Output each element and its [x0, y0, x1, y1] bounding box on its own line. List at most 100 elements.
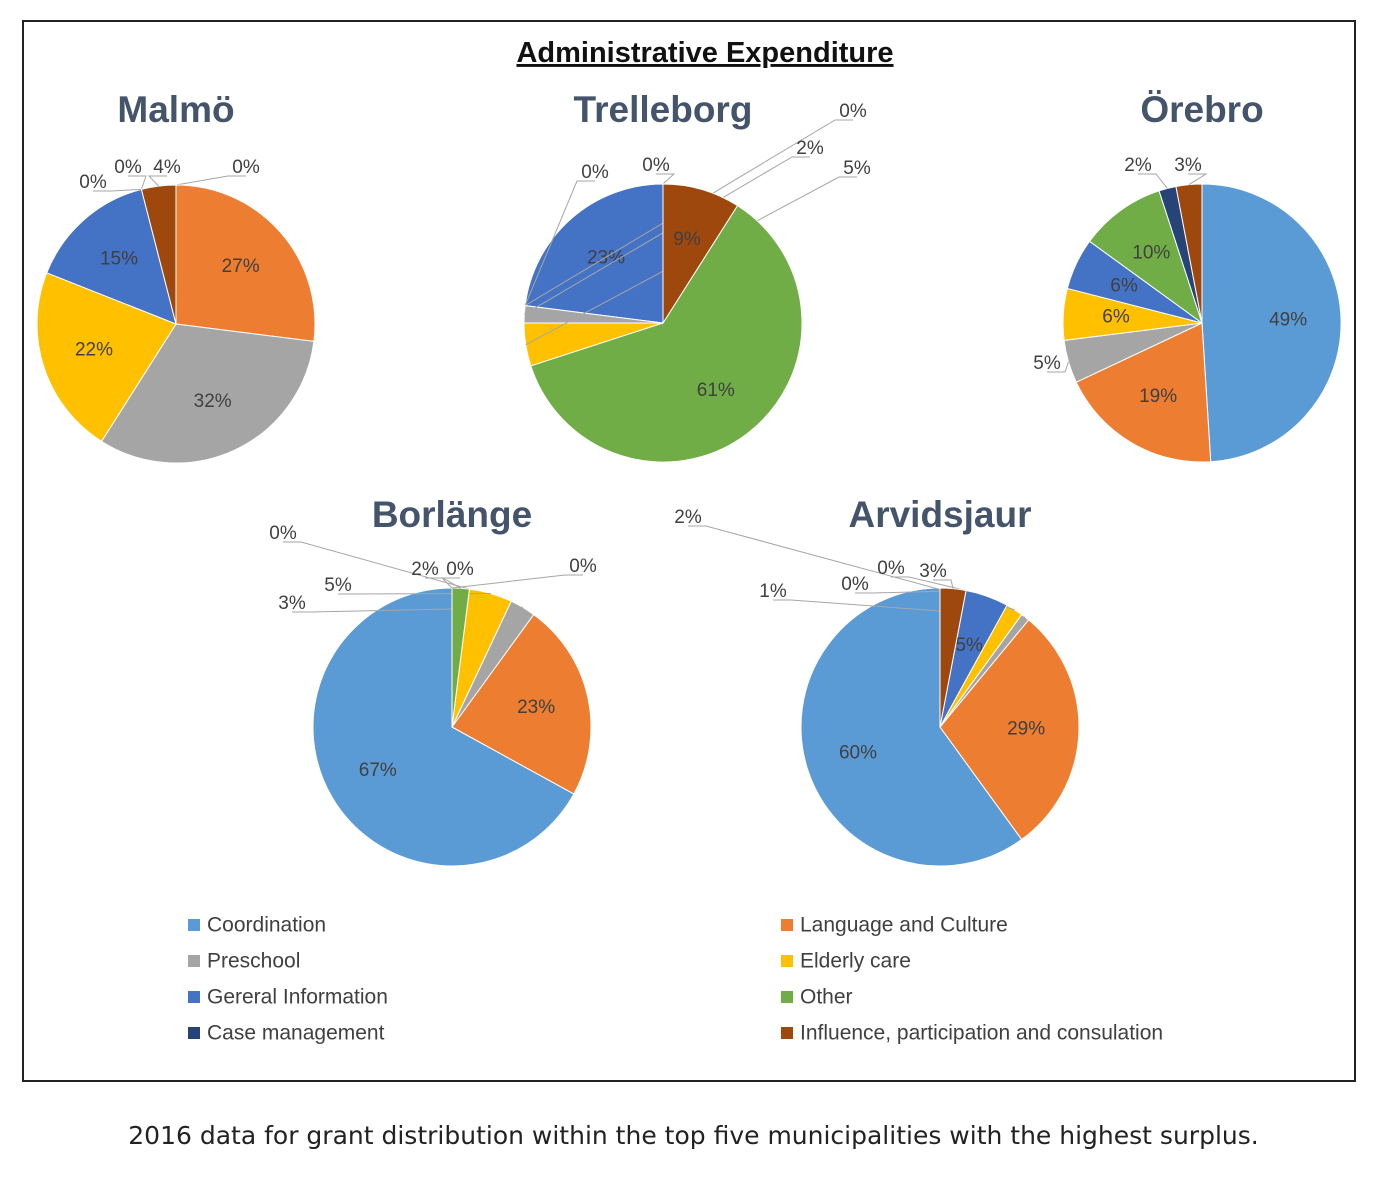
- data-label: 5%: [324, 575, 352, 596]
- leader-line: [933, 579, 954, 589]
- legend-label: Language and Culture: [800, 914, 1008, 937]
- data-label: 9%: [673, 229, 701, 250]
- legend-item-language-and-culture: Language and Culture: [781, 914, 1008, 937]
- data-label: 3%: [278, 593, 306, 614]
- data-label: 32%: [194, 391, 232, 412]
- slice-malmo-gereral-information: [46, 188, 177, 325]
- pie-borlange: 67% 23% 3% 5% 0% 2% 0% 0% Borlänge: [269, 494, 597, 867]
- legend-item-elderly-care: Elderly care: [781, 950, 911, 973]
- legend-label: Other: [800, 986, 853, 1009]
- legend: Coordination Language and Culture Preschoo…: [188, 914, 1163, 1045]
- legend-swatch: [781, 955, 793, 967]
- leader-line: [688, 525, 1015, 611]
- data-label: 10%: [1132, 242, 1170, 263]
- pie-malmo: 0% 27% 32% 22% 15% 0% 0% 4% Malmö: [36, 89, 316, 464]
- data-label: 6%: [1102, 307, 1130, 328]
- leader-line: [524, 180, 595, 306]
- slice-arvidsjaur-influence-participation-and-consulation: [939, 587, 967, 728]
- leader-line: [855, 590, 967, 594]
- data-label: 2%: [674, 507, 702, 528]
- leader-line: [891, 576, 967, 591]
- data-label: 6%: [1110, 275, 1138, 296]
- slice-trelleborg-other: [530, 204, 803, 463]
- slice-orebro-coordination: [1201, 183, 1342, 463]
- data-label: 3%: [919, 561, 947, 582]
- legend-swatch: [188, 991, 200, 1003]
- slice-borlange-language-and-culture: [451, 613, 592, 795]
- legend-label: Case management: [207, 1022, 385, 1045]
- legend-item-other: Other: [781, 986, 853, 1009]
- data-label: 5%: [955, 635, 983, 656]
- slice-arvidsjaur-coordination: [800, 587, 1023, 867]
- data-label: 23%: [517, 697, 555, 718]
- leader-line: [283, 541, 470, 590]
- data-label: 29%: [1007, 719, 1045, 740]
- legend-item-gereral-information: Gereral Information: [188, 986, 388, 1009]
- pie-orebro: 49% 19% 5% 6% 6% 10% 2% 3% Örebro: [1033, 89, 1342, 463]
- data-label: 2%: [411, 559, 439, 580]
- data-label: 3%: [1174, 155, 1202, 176]
- leader-line: [1047, 361, 1069, 373]
- pie-trelleborg: 0%23%0%0%2%5%61%9%Trelleborg: [523, 89, 871, 463]
- slice-borlange-coordination: [312, 587, 575, 867]
- data-label: 2%: [796, 138, 824, 159]
- pie-title: Trelleborg: [574, 89, 753, 130]
- leader-line: [440, 577, 460, 589]
- legend-swatch: [188, 955, 200, 967]
- data-label: 0%: [569, 556, 597, 577]
- chart-canvas: Administrative Expenditure 0% 27% 32% 22% 15…: [36, 37, 1342, 1045]
- pie-title: Borlänge: [372, 494, 532, 535]
- leader-line: [525, 176, 857, 346]
- leader-line: [175, 175, 246, 186]
- legend-label: Influence, participation and consulation: [800, 1022, 1163, 1045]
- data-label: 4%: [153, 157, 181, 178]
- data-label: 0%: [232, 157, 260, 178]
- leader-line: [1188, 173, 1208, 186]
- pie-charts: 0% 27% 32% 22% 15% 0% 0% 4% Malmö 0% 23% 0% 0% 2% 5% 61…: [36, 89, 1342, 867]
- slice-malmo-preschool: [100, 323, 315, 464]
- pie-title: Örebro: [1140, 89, 1263, 130]
- slice-orebro-other: [1088, 190, 1203, 325]
- data-label: 0%: [642, 155, 670, 176]
- data-label: 27%: [222, 256, 260, 277]
- leader-line: [656, 173, 676, 185]
- data-label: 2%: [1124, 155, 1152, 176]
- legend-label: Preschool: [207, 950, 300, 973]
- data-label: 0%: [79, 172, 107, 193]
- leader-line: [338, 593, 491, 595]
- pie-title: Arvidsjaur: [848, 494, 1031, 535]
- legend-item-preschool: Preschool: [188, 950, 300, 973]
- legend-item-coordination: Coordination: [188, 914, 326, 937]
- data-label: 0%: [877, 558, 905, 579]
- slice-orebro-language-and-culture: [1075, 322, 1212, 463]
- legend-swatch: [781, 919, 793, 931]
- data-label: 49%: [1269, 309, 1307, 330]
- legend-item-case-management: Case management: [188, 1022, 385, 1045]
- data-label: 60%: [839, 743, 877, 764]
- data-label: 5%: [843, 158, 871, 179]
- leader-line: [128, 175, 147, 190]
- legend-swatch: [188, 1027, 200, 1039]
- pie-arvidsjaur: 60% 29% 1% 2% 5% 0% 0% 3% Arvidsjaur: [674, 494, 1080, 867]
- leader-line: [147, 175, 167, 187]
- data-label: 15%: [100, 248, 138, 269]
- chart-title: Administrative Expenditure: [516, 37, 893, 69]
- legend-item-influence-participation-and-consulation: Influence, participation and consulation: [781, 1022, 1163, 1045]
- slice-trelleborg-gereral-information: [524, 183, 664, 324]
- data-label: 0%: [446, 559, 474, 580]
- leader-line: [524, 156, 810, 315]
- slice-malmo-elderly-care: [36, 272, 177, 443]
- leader-line: [93, 188, 142, 192]
- data-label: 0%: [114, 157, 142, 178]
- legend-label: Coordination: [207, 914, 326, 937]
- data-label: 5%: [1033, 353, 1061, 374]
- slice-malmo-language-and-culture: [175, 184, 316, 342]
- leader-line: [451, 574, 583, 589]
- pie-title: Malmö: [117, 89, 234, 130]
- legend-swatch: [188, 919, 200, 931]
- figure-caption: 2016 data for grant distribution within …: [128, 1121, 1259, 1150]
- data-label: 61%: [697, 380, 735, 401]
- data-label: 67%: [359, 760, 397, 781]
- legend-swatch: [781, 991, 793, 1003]
- leader-line: [524, 119, 853, 307]
